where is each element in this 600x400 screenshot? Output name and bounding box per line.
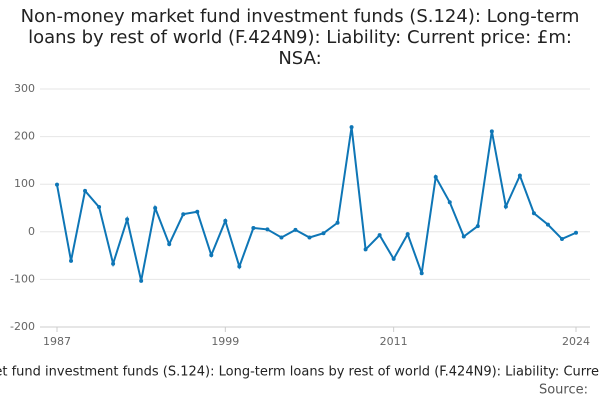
point [433,175,438,180]
point [349,125,354,130]
chart-title: Non-money market fund investment funds (… [20,6,580,69]
point [419,271,424,276]
point [489,129,494,134]
point [307,235,312,240]
y-tick-label: 0 [28,225,35,238]
point [209,253,214,258]
point [167,242,172,247]
point [83,188,88,193]
point [97,205,102,210]
point [223,218,228,223]
point [545,222,550,227]
point [461,234,466,239]
point [517,173,522,178]
point [69,258,74,263]
source: Source: [539,383,588,398]
point [195,209,200,214]
point [321,231,326,236]
y-tick-label: -200 [10,320,35,333]
y-tick-label: 100 [14,177,35,190]
point [574,230,578,235]
point [377,233,382,238]
x-tick-label: 2024 [562,335,590,348]
point [181,212,186,217]
point [125,217,130,222]
point [139,278,144,283]
point [265,227,270,232]
point [503,204,508,209]
y-tick-label: -100 [10,272,35,285]
x-tick-label: 2011 [380,335,408,348]
legend-label: Non-money market fund investment funds (… [0,365,600,380]
point [559,236,564,241]
point [237,264,242,269]
point [391,256,396,261]
y-tick-label: 300 [14,82,35,95]
x-tick-label: 1999 [211,335,239,348]
point [153,206,158,210]
point [531,211,536,216]
line [56,126,577,282]
point [475,224,480,229]
point [335,220,340,225]
point [111,261,116,266]
point [55,182,59,187]
point [279,235,284,240]
point [363,247,368,252]
point [447,200,452,205]
point [405,232,410,237]
point [251,225,256,230]
point [293,227,298,232]
y-tick-label: 200 [14,130,35,143]
x-tick-label: 1987 [43,335,71,348]
